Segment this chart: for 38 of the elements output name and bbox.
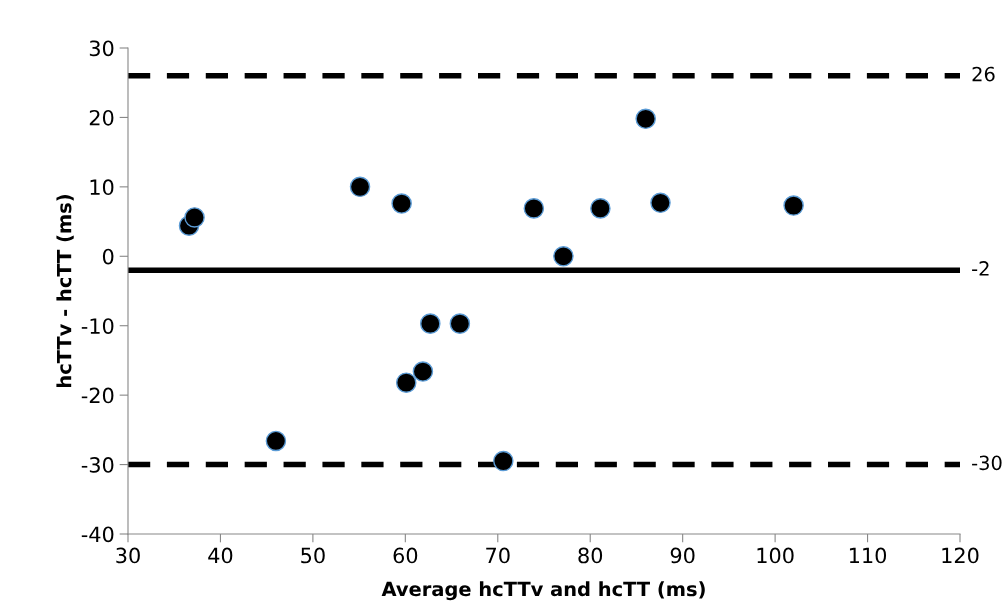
point [265,430,287,452]
y-tick-label: -10 [81,318,114,334]
point [412,361,434,382]
point [783,195,804,216]
x-tick-label: 100 [757,547,794,564]
point [349,176,371,198]
point [420,313,441,334]
y-tick-label: 10 [90,179,114,196]
x-tick-label: 110 [849,547,887,564]
ref-line-label: -30 [972,455,1002,471]
point [523,198,545,219]
x-tick-label: 50 [301,547,325,564]
y-tick-label: -20 [81,387,114,404]
point [449,313,471,334]
x-tick-label: 40 [208,547,233,564]
y-tick-label: 30 [89,40,114,57]
point [391,193,412,214]
point [650,192,671,214]
x-tick-label: 30 [116,547,140,564]
x-tick-label: 80 [578,547,603,564]
x-axis-title: Average hcTTv and hcTT (ms) [381,581,705,601]
point [635,108,656,130]
ref-line-label: -2 [972,261,989,276]
point [184,207,205,228]
y-tick-label: -40 [81,526,114,543]
x-tick-label: 120 [942,547,979,564]
point [553,246,574,267]
point [493,450,514,472]
point [395,372,417,393]
y-tick-label: 0 [102,248,114,265]
y-axis-title: hcTTv - hcTT (ms) [56,195,74,388]
x-tick-label: 90 [670,547,695,564]
y-tick-label: -30 [81,457,114,473]
x-tick-label: 60 [393,547,418,564]
point [590,198,611,219]
ref-line-label: 26 [972,66,995,82]
y-tick-label: 20 [89,109,114,126]
x-tick-label: 70 [486,547,510,564]
